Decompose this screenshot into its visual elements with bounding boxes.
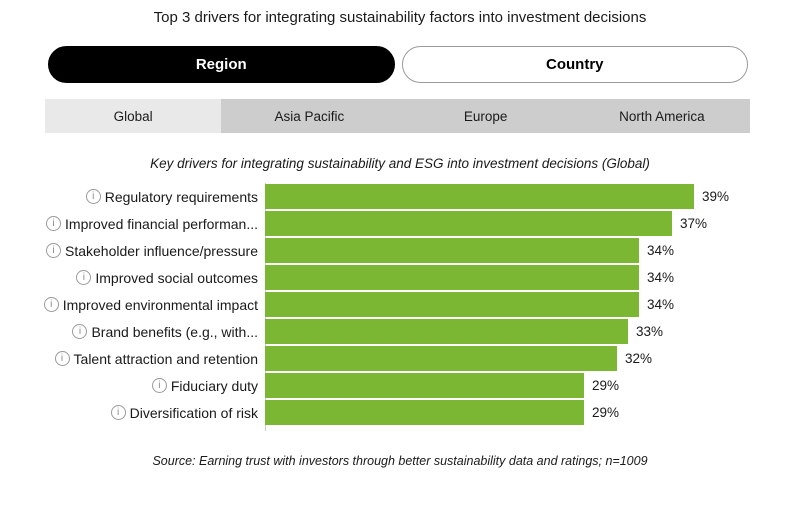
- bar-category-text: Diversification of risk: [129, 404, 258, 421]
- bar-row: i Fiduciary duty 29%: [0, 373, 800, 398]
- bar-row: i Improved environmental impact 34%: [0, 292, 800, 317]
- bar-track: 39%: [265, 184, 800, 209]
- bar[interactable]: [265, 319, 628, 344]
- bar-category-text: Stakeholder influence/pressure: [64, 242, 258, 259]
- bar-category-label: i Improved social outcomes: [0, 270, 258, 286]
- bar-category-text: Brand benefits (e.g., with...: [91, 323, 258, 340]
- bar-track: 29%: [265, 400, 800, 425]
- info-icon[interactable]: i: [76, 270, 92, 285]
- bar-row: i Diversification of risk 29%: [0, 400, 800, 425]
- bar-category-label: i Stakeholder influence/pressure: [0, 243, 258, 259]
- bar-track: 34%: [265, 265, 800, 290]
- region-toggle-button[interactable]: Region: [48, 46, 395, 83]
- info-icon[interactable]: i: [85, 189, 101, 204]
- bar[interactable]: [265, 292, 639, 317]
- bar[interactable]: [265, 400, 584, 425]
- info-icon[interactable]: i: [72, 324, 88, 339]
- bar-category-text: Fiduciary duty: [170, 377, 258, 394]
- bar-category-label: i Brand benefits (e.g., with...: [0, 324, 258, 340]
- bar[interactable]: [265, 373, 584, 398]
- bar-track: 33%: [265, 319, 800, 344]
- bar-track: 29%: [265, 373, 800, 398]
- bar[interactable]: [265, 346, 617, 371]
- bar-category-label: i Regulatory requirements: [0, 189, 258, 205]
- bar-value-label: 39%: [702, 189, 730, 204]
- tab-global[interactable]: Global: [45, 99, 222, 133]
- chart-subtitle: Key drivers for integrating sustainabili…: [150, 156, 650, 171]
- bar-category-text: Improved financial performan...: [65, 215, 258, 232]
- bar-category-label: i Diversification of risk: [0, 405, 258, 421]
- tab-north-america[interactable]: North America: [573, 99, 750, 133]
- bar-track: 32%: [265, 346, 800, 371]
- info-icon[interactable]: i: [151, 378, 167, 393]
- bar-track: 34%: [265, 292, 800, 317]
- bar-row: i Improved financial performan... 37%: [0, 211, 800, 236]
- page-title: Top 3 drivers for integrating sustainabi…: [153, 9, 647, 26]
- bar-chart: i Regulatory requirements 39% i Improved fin…: [0, 183, 800, 431]
- country-toggle-button[interactable]: Country: [401, 46, 748, 83]
- bar-value-label: 32%: [625, 351, 653, 366]
- bar-category-text: Regulatory requirements: [104, 188, 258, 205]
- bar[interactable]: [265, 238, 639, 263]
- bar-value-label: 37%: [680, 216, 708, 231]
- bar-row: i Regulatory requirements 39%: [0, 184, 800, 209]
- bar-value-label: 34%: [647, 297, 675, 312]
- info-icon[interactable]: i: [46, 216, 62, 231]
- bar-track: 34%: [265, 238, 800, 263]
- bar-row: i Talent attraction and retention 32%: [0, 346, 800, 371]
- tab-asia-pacific[interactable]: Asia Pacific: [221, 99, 398, 133]
- info-icon[interactable]: i: [43, 297, 59, 312]
- bar-track: 37%: [265, 211, 800, 236]
- bar-row: i Improved social outcomes 34%: [0, 265, 800, 290]
- tab-europe[interactable]: Europe: [397, 99, 574, 133]
- bar-category-text: Talent attraction and retention: [73, 350, 258, 367]
- bar-category-label: i Improved environmental impact: [0, 297, 258, 313]
- bar-category-text: Improved social outcomes: [95, 269, 258, 286]
- bar[interactable]: [265, 184, 694, 209]
- bar[interactable]: [265, 211, 672, 236]
- info-icon[interactable]: i: [110, 405, 126, 420]
- bar-category-text: Improved environmental impact: [62, 296, 258, 313]
- bar-row: i Brand benefits (e.g., with... 33%: [0, 319, 800, 344]
- info-icon[interactable]: i: [45, 243, 61, 258]
- region-tab-bar: Global Asia Pacific Europe North America: [45, 99, 750, 133]
- bar-value-label: 29%: [592, 405, 620, 420]
- bar-row: i Stakeholder influence/pressure 34%: [0, 238, 800, 263]
- bar-value-label: 29%: [592, 378, 620, 393]
- bar-category-label: i Fiduciary duty: [0, 378, 258, 394]
- info-icon[interactable]: i: [54, 351, 70, 366]
- bar-value-label: 34%: [647, 243, 675, 258]
- bar-category-label: i Improved financial performan...: [0, 216, 258, 232]
- bar-category-label: i Talent attraction and retention: [0, 351, 258, 367]
- bar[interactable]: [265, 265, 639, 290]
- bar-value-label: 34%: [647, 270, 675, 285]
- source-note: Source: Earning trust with investors thr…: [152, 454, 648, 468]
- bar-value-label: 33%: [636, 324, 664, 339]
- view-toggle: Region Country: [48, 46, 748, 83]
